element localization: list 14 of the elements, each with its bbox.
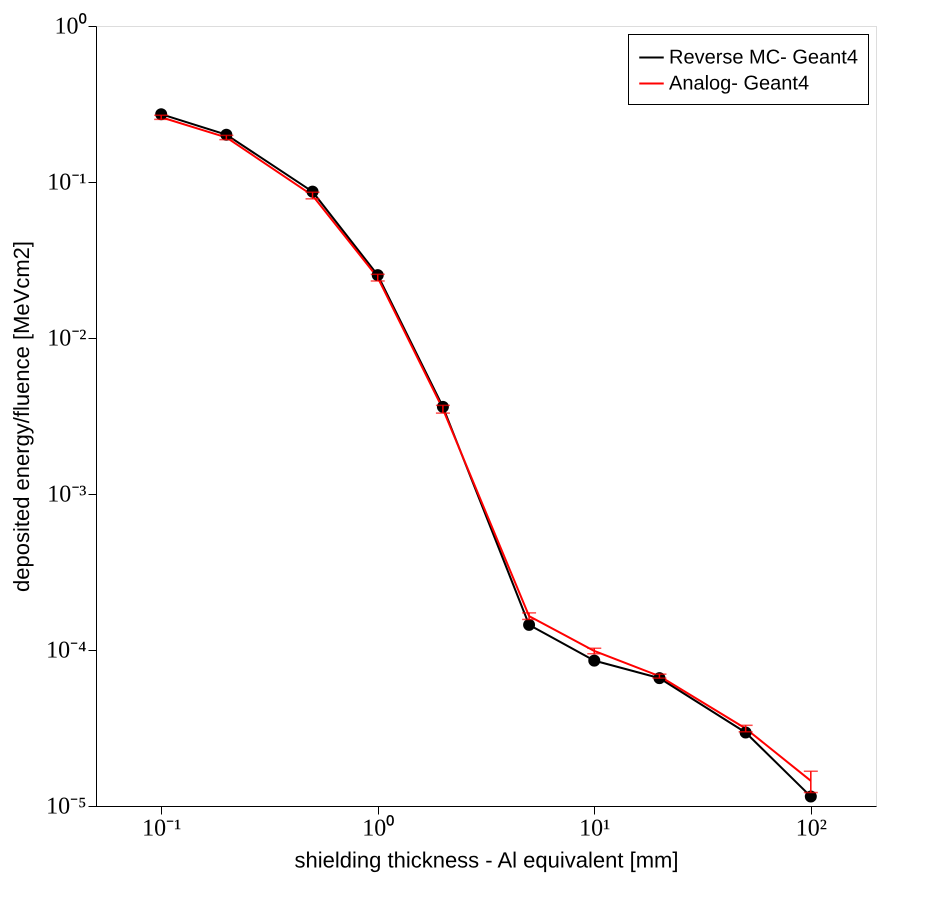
- legend-label: Analog- Geant4: [669, 72, 810, 94]
- x-tick-label: 10²: [796, 816, 827, 842]
- y-tick-label: 10⁻³: [47, 482, 86, 508]
- y-axis-title: deposited energy/fluence [MeVcm2]: [9, 241, 34, 592]
- y-tick-label: 10⁰: [54, 12, 86, 40]
- legend-label: Reverse MC- Geant4: [669, 46, 858, 68]
- x-tick-label: 10¹: [579, 816, 610, 842]
- y-tick-label: 10⁻¹: [47, 170, 86, 196]
- y-tick-label: 10⁻⁴: [46, 638, 86, 664]
- x-tick-label: 10⁰: [362, 814, 394, 842]
- y-tick-label: 10⁻⁵: [46, 794, 86, 820]
- x-tick-label: 10⁻¹: [142, 816, 182, 842]
- y-tick-label: 10⁻²: [47, 326, 86, 352]
- x-axis-title: shielding thickness - Al equivalent [mm]: [294, 848, 678, 872]
